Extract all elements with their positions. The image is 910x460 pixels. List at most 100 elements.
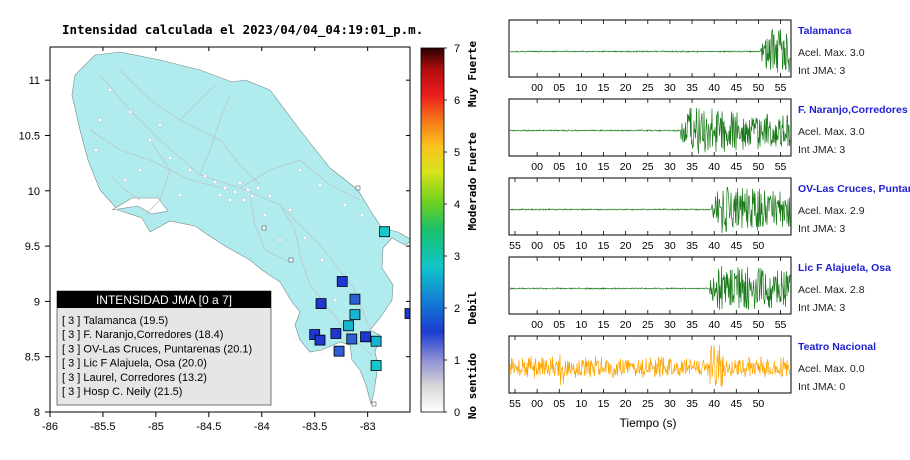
- map-y-tick-label: 8: [34, 407, 40, 419]
- town-dot: [242, 198, 246, 202]
- trace-tick-label: 45: [730, 398, 742, 410]
- trace-tick-label: 00: [531, 82, 543, 94]
- colorbar-label: Moderado: [466, 177, 479, 230]
- map-x-axis: -86 -85.5 -85 -84.5 -84 -83.5 -83: [42, 47, 376, 433]
- trace-frame: [508, 177, 792, 236]
- waveform-line: [509, 186, 791, 234]
- trace-tick-label: 20: [620, 398, 632, 410]
- town-dot: [158, 123, 162, 127]
- trace-tick-label: 35: [686, 161, 698, 173]
- colorbar-tick-label: 3: [454, 251, 460, 263]
- legend-item: [ 3 ] Laurel, Corredores (13.2): [62, 372, 207, 384]
- legend-header: INTENSIDAD JMA [0 a 7]: [96, 293, 232, 307]
- trace-tick-label: 25: [642, 161, 654, 173]
- town-markers: [94, 88, 364, 322]
- map-frame: [49, 46, 411, 413]
- colorbar-tick-label: 2: [454, 303, 460, 315]
- town-dot: [238, 181, 242, 185]
- station-name: OV-Las Cruces, Puntar: [798, 183, 910, 195]
- station-marker: [370, 335, 382, 347]
- colorbar-label: Muy Fuerte: [466, 41, 479, 108]
- trace-tick-label: 00: [531, 240, 543, 252]
- map-y-tick-label: 10: [28, 186, 40, 198]
- map-x-tick-label: -83: [360, 421, 376, 433]
- road-network: [89, 69, 373, 356]
- trace-tick-label: 50: [753, 398, 765, 410]
- trace-tick-label: 45: [730, 161, 742, 173]
- trace-tick-label: 45: [730, 319, 742, 331]
- page-title: Intensidad calculada el 2023/04/04_04:19…: [62, 22, 424, 37]
- town-dot: [298, 168, 302, 172]
- trace-tick-label: 50: [753, 240, 765, 252]
- trace-tick-label: 10: [576, 398, 588, 410]
- trace-panel: 00 05 10 15 20 25 30 35 40 45 50 55 Talamanca Acel. M…: [508, 19, 865, 94]
- trace-tick-label: 35: [686, 398, 698, 410]
- map-x-tick-label: -85.5: [90, 421, 115, 433]
- town-dot: [223, 186, 227, 190]
- trace-panel: 00 05 10 15 20 25 30 35 40 45 50 55 F. Naranjo,Corre…: [508, 98, 908, 173]
- legend-item: [ 3 ] Talamanca (19.5): [62, 315, 168, 327]
- town-dot: [318, 183, 322, 187]
- trace-tick-label: 55: [509, 240, 521, 252]
- town-dot: [360, 213, 364, 217]
- colorbar-tick-label: 4: [454, 199, 460, 211]
- station-name: Lic F Alajuela, Osa: [798, 262, 891, 274]
- station-marker: [315, 298, 327, 310]
- trace-tick-label: 30: [664, 161, 676, 173]
- town-dot: [250, 194, 254, 198]
- town-dot: [233, 190, 237, 194]
- intensity-legend: INTENSIDAD JMA [0 a 7] [ 3 ] Talamanca (…: [56, 290, 272, 406]
- legend-item: [ 3 ] Hosp C. Neily (21.5): [62, 386, 182, 398]
- town-dot: [123, 178, 127, 182]
- waveform-panels: 00 05 10 15 20 25 30 35 40 45 50 55 Talamanca Acel. M…: [508, 19, 910, 410]
- station-name: F. Naranjo,Corredores: [798, 104, 908, 116]
- trace-tick-label: 20: [620, 240, 632, 252]
- station-marker: [370, 360, 382, 371]
- map-y-tick-label: 10.5: [19, 130, 40, 142]
- town-dot: [203, 174, 207, 178]
- town-dot: [168, 156, 172, 160]
- trace-frame: [508, 98, 792, 157]
- town-dot: [343, 203, 347, 207]
- legend-header-bg: [57, 291, 271, 308]
- station-markers: [309, 226, 410, 371]
- max-acceleration: Acel. Max. 3.0: [798, 47, 865, 59]
- colorbar-gradient: [420, 47, 445, 413]
- trace-tick-label: 30: [664, 398, 676, 410]
- town-dot: [128, 110, 132, 114]
- colorbar-tick-label: 0: [454, 407, 460, 419]
- intensity-map: -86 -85.5 -85 -84.5 -84 -83.5 -83 11 10.5 10 9.5 9…: [19, 46, 411, 433]
- town-dot: [278, 238, 282, 242]
- trace-tick-label: 30: [664, 319, 676, 331]
- map-y-tick-label: 11: [29, 75, 40, 87]
- trace-tick-label: 40: [708, 240, 720, 252]
- station-name: Teatro Nacional: [798, 341, 876, 353]
- station-marker: [314, 334, 326, 346]
- legend-items: [ 3 ] Talamanca (19.5) [ 3 ] F. Naranjo,C…: [62, 315, 252, 398]
- waveform-line: [509, 265, 791, 310]
- jma-intensity: Int JMA: 3: [798, 302, 845, 314]
- town-dot: [320, 258, 324, 262]
- trace-tick-label: 15: [598, 319, 610, 331]
- trace-tick-label: 15: [598, 398, 610, 410]
- max-acceleration: Acel. Max. 2.8: [798, 284, 865, 296]
- trace-panel: 00 05 10 15 20 25 30 35 40 45 50 55 Lic F Alajuela, …: [508, 256, 891, 331]
- colorbar-label: No sentido: [466, 353, 479, 420]
- trace-tick-label: 25: [642, 398, 654, 410]
- station-marker: [330, 328, 342, 339]
- map-x-tick-label: -83.5: [302, 421, 327, 433]
- time-axis-label: Tiempo (s): [620, 416, 677, 430]
- max-acceleration: Acel. Max. 0.0: [798, 363, 865, 375]
- town-dot: [148, 138, 152, 142]
- map-y-axis: 11 10.5 10 9.5 9 8.5 8: [19, 75, 410, 419]
- trace-tick-label: 20: [620, 319, 632, 331]
- trace-tick-label: 10: [576, 319, 588, 331]
- max-acceleration: Acel. Max. 2.9: [798, 205, 865, 217]
- trace-tick-label: 45: [730, 82, 742, 94]
- jma-intensity: Int JMA: 3: [798, 144, 845, 156]
- town-marker: [288, 257, 294, 263]
- trace-tick-label: 55: [775, 82, 787, 94]
- town-dot: [246, 188, 250, 192]
- costa-rica-land: [71, 51, 410, 405]
- station-marker: [349, 309, 361, 321]
